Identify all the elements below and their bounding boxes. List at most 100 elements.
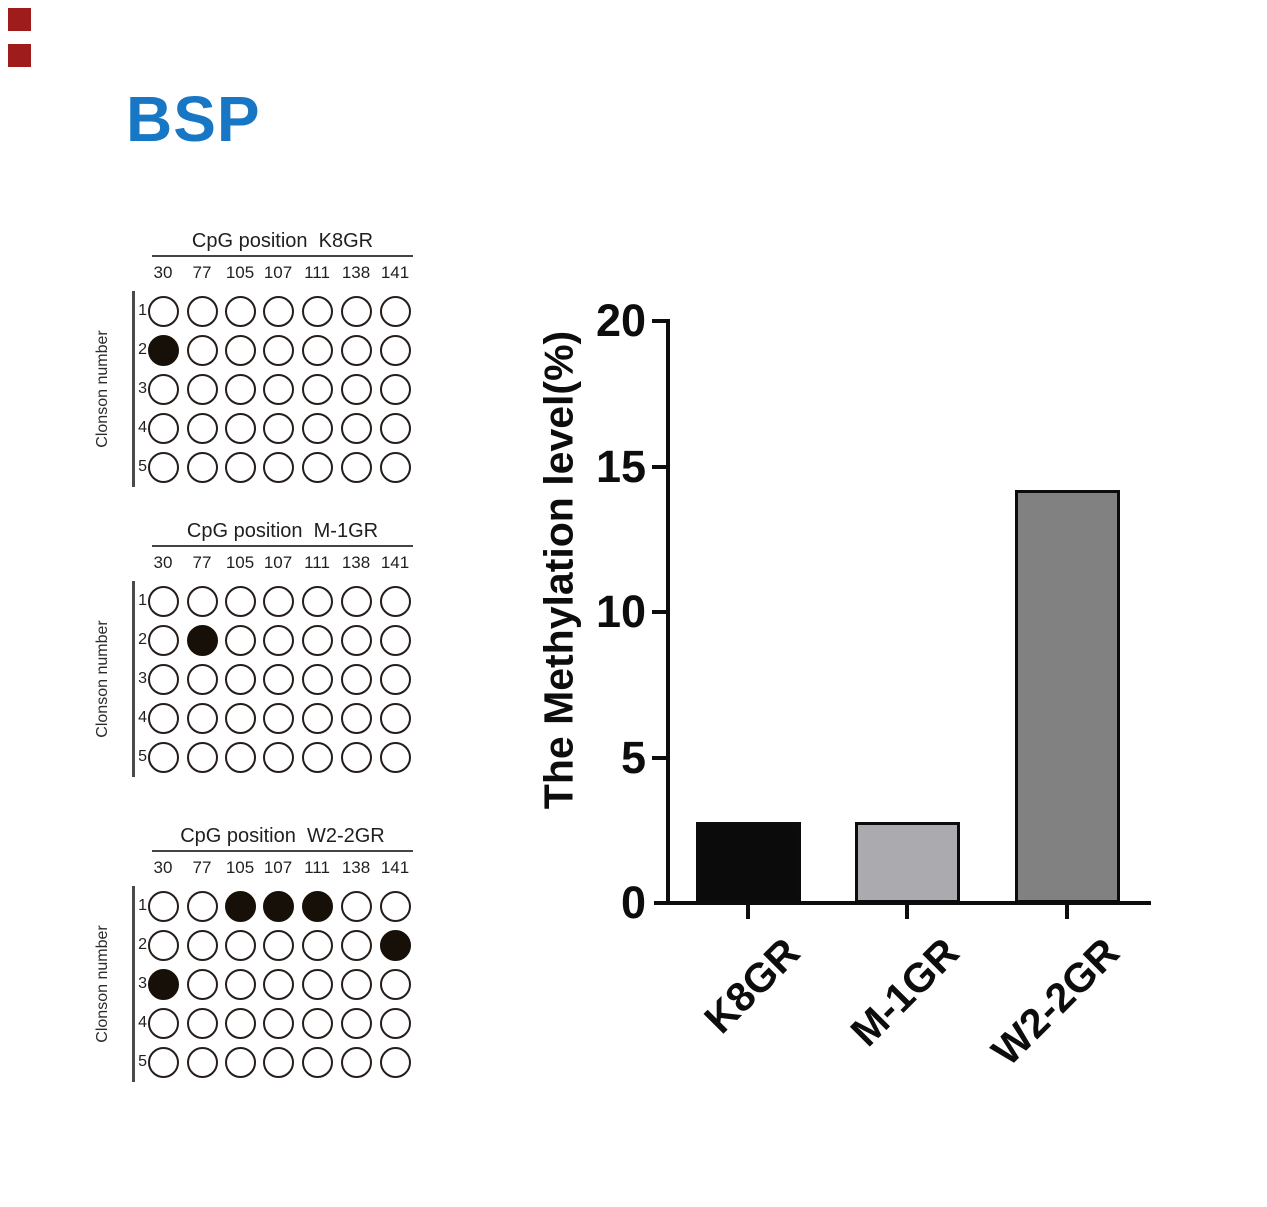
y-tick	[652, 464, 666, 469]
cpg-circle-unmethylated	[262, 968, 294, 1000]
cpg-position-label: 105	[225, 553, 255, 572]
x-category-label: K8GR	[695, 929, 809, 1043]
cpg-circle-unmethylated	[147, 624, 179, 656]
y-tick-label: 5	[620, 731, 646, 783]
cpg-position-label: 111	[304, 553, 330, 572]
cpg-position-label: 111	[304, 263, 330, 282]
clone-number-label: 5	[138, 748, 147, 765]
cpg-circle-unmethylated	[301, 1046, 333, 1078]
cpg-circle-unmethylated	[340, 1046, 372, 1078]
cpg-position-label: 30	[153, 553, 173, 572]
cpg-circle-unmethylated	[186, 1007, 218, 1039]
cpg-circle-unmethylated	[224, 929, 256, 961]
clone-number-label: 1	[138, 302, 147, 319]
cpg-circle-methylated	[301, 890, 333, 922]
cpg-circle-unmethylated	[340, 929, 372, 961]
cpg-position-label: 77	[192, 553, 212, 572]
cpg-circle-unmethylated	[224, 702, 256, 734]
cpg-circle-unmethylated	[186, 968, 218, 1000]
cpg-circle-methylated	[379, 929, 411, 961]
clone-number-label: 2	[138, 631, 147, 648]
cpg-circle-unmethylated	[301, 929, 333, 961]
figure-title: BSP	[126, 83, 261, 155]
y-tick-label: 0	[620, 877, 646, 928]
cpg-circle-unmethylated	[262, 702, 294, 734]
cpg-circle-unmethylated	[379, 1046, 411, 1078]
cpg-position-label: 107	[263, 263, 293, 282]
cpg-circle-unmethylated	[301, 585, 333, 617]
cpg-circle-unmethylated	[186, 295, 218, 327]
cpg-circle-unmethylated	[262, 929, 294, 961]
y-tick	[652, 610, 666, 614]
cpg-circle-methylated	[186, 624, 218, 656]
clone-number-label: 3	[138, 380, 147, 397]
cpg-circle-unmethylated	[379, 451, 411, 483]
cpg-circle-unmethylated	[262, 1007, 294, 1039]
cpg-circle-unmethylated	[224, 295, 256, 327]
cpg-circle-unmethylated	[186, 334, 218, 366]
header-underline	[152, 255, 413, 257]
cpg-circle-unmethylated	[301, 451, 333, 483]
cpg-circle-unmethylated	[301, 663, 333, 695]
cpg-circle-unmethylated	[262, 451, 294, 483]
cpg-grid-header: CpG position W2-2GR	[180, 825, 385, 847]
cpg-circle-unmethylated	[379, 295, 411, 327]
cpg-circle-unmethylated	[224, 968, 256, 1000]
y-tick-label: 15	[595, 440, 646, 492]
cpg-circle-unmethylated	[379, 585, 411, 617]
clone-number-label: 2	[138, 936, 147, 953]
red-square-marker-icon	[8, 44, 31, 67]
cpg-circle-unmethylated	[340, 295, 372, 327]
clone-axis-line	[132, 581, 135, 777]
clone-axis-line	[132, 291, 135, 487]
cpg-circle-unmethylated	[379, 890, 411, 922]
header-underline	[152, 850, 413, 852]
cpg-circle-unmethylated	[262, 624, 294, 656]
cpg-circle-unmethylated	[262, 741, 294, 773]
cpg-circle-unmethylated	[147, 702, 179, 734]
cpg-circle-methylated	[224, 890, 256, 922]
cpg-circle-methylated	[262, 890, 294, 922]
cpg-circle-unmethylated	[147, 1007, 179, 1039]
cpg-circle-unmethylated	[224, 663, 256, 695]
cpg-circle-unmethylated	[224, 412, 256, 444]
cpg-circle-unmethylated	[186, 373, 218, 405]
cpg-circle-unmethylated	[224, 334, 256, 366]
cpg-circle-unmethylated	[340, 412, 372, 444]
cpg-position-label: 138	[341, 263, 371, 282]
cpg-circle-unmethylated	[186, 741, 218, 773]
cpg-position-label: 138	[341, 553, 371, 572]
cpg-circle-unmethylated	[379, 373, 411, 405]
cpg-circle-unmethylated	[379, 663, 411, 695]
cpg-position-label: 105	[225, 263, 255, 282]
cpg-circle-unmethylated	[340, 585, 372, 617]
cpg-circle-unmethylated	[147, 412, 179, 444]
cpg-circle-unmethylated	[147, 373, 179, 405]
cpg-circle-unmethylated	[262, 585, 294, 617]
clone-number-label: 4	[138, 709, 147, 726]
cpg-circle-unmethylated	[301, 412, 333, 444]
cpg-circle-unmethylated	[224, 585, 256, 617]
clone-number-label: 4	[138, 1014, 147, 1031]
cpg-circle-unmethylated	[224, 1007, 256, 1039]
cpg-circle-unmethylated	[379, 334, 411, 366]
cpg-circle-unmethylated	[186, 585, 218, 617]
cpg-circle-unmethylated	[262, 373, 294, 405]
cpg-grid-header: CpG position M-1GR	[186, 520, 379, 542]
cpg-position-label: 111	[304, 858, 330, 877]
cpg-grid-header: CpG position K8GR	[191, 230, 374, 252]
cpg-circle-unmethylated	[340, 890, 372, 922]
cpg-circle-unmethylated	[340, 373, 372, 405]
cpg-circle-unmethylated	[301, 741, 333, 773]
bar-w2-2gr	[1014, 490, 1120, 903]
bar-k8gr	[695, 822, 801, 903]
x-axis-line	[654, 901, 1151, 905]
cpg-circle-unmethylated	[147, 295, 179, 327]
clone-number-label: 5	[138, 458, 147, 475]
cpg-position-label: 30	[153, 263, 173, 282]
cpg-circle-unmethylated	[340, 334, 372, 366]
cpg-grid-k8gr: CpG position K8GR Clonson number 30 77 105…	[85, 229, 430, 497]
cpg-circle-unmethylated	[147, 1046, 179, 1078]
cpg-position-label: 141	[380, 858, 410, 877]
cpg-circle-unmethylated	[262, 295, 294, 327]
